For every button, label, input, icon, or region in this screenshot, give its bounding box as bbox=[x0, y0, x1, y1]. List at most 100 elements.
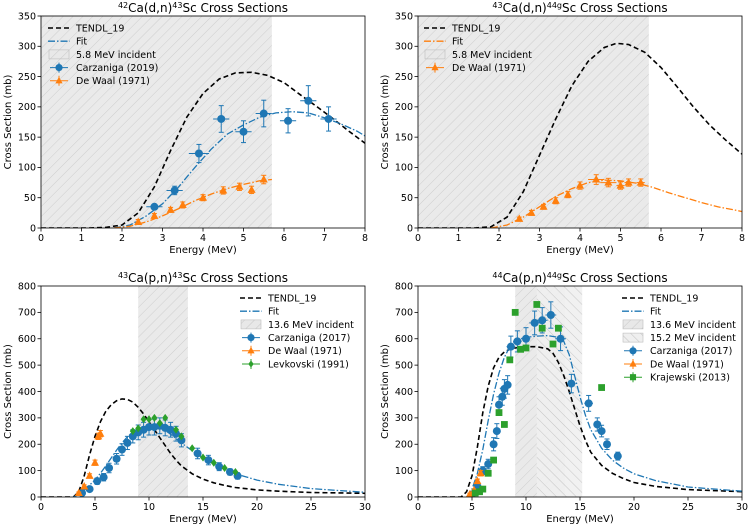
y-tick-label: 100 bbox=[18, 163, 36, 174]
data-point bbox=[221, 463, 228, 472]
y-tick-label: 0 bbox=[30, 223, 36, 234]
x-tick-label: 30 bbox=[359, 502, 371, 513]
x-tick-label: 10 bbox=[143, 502, 155, 513]
x-tick-label: 30 bbox=[736, 502, 748, 513]
legend-entry: 15.2 MeV incident bbox=[622, 332, 736, 344]
legend-band-swatch bbox=[424, 49, 446, 60]
tendl-curve bbox=[41, 71, 365, 228]
x-tick-label: 7 bbox=[698, 233, 704, 244]
data-point bbox=[150, 202, 159, 211]
axes-frame bbox=[40, 285, 366, 498]
y-tick-label: 250 bbox=[18, 72, 36, 83]
data-point bbox=[538, 316, 547, 325]
legend-entry: TENDL_19 bbox=[48, 23, 124, 34]
title-text: Ca(d,n) bbox=[128, 1, 172, 15]
legend-entry: Levkovski (1991) bbox=[242, 359, 349, 370]
legend-entry: De Waal (1971) bbox=[50, 75, 150, 87]
data-point bbox=[603, 440, 611, 449]
data-point bbox=[563, 190, 572, 198]
legend-label: 13.6 MeV incident bbox=[268, 320, 354, 331]
plot-area bbox=[418, 16, 742, 228]
title-superscript: 42 bbox=[118, 1, 128, 10]
x-tick-label: 1 bbox=[455, 233, 461, 244]
data-point bbox=[613, 452, 622, 461]
title-superscript: 43 bbox=[172, 1, 182, 10]
data-point bbox=[200, 453, 206, 462]
x-tick-label: 4 bbox=[577, 233, 583, 244]
y-tick-label: 0 bbox=[407, 223, 413, 234]
y-tick-label: 300 bbox=[18, 413, 36, 424]
data-point bbox=[259, 175, 268, 183]
legend-entry: Fit bbox=[240, 307, 279, 318]
legend-marker-swatch bbox=[629, 359, 637, 367]
legend-band-swatch bbox=[48, 49, 70, 60]
chart-title: 43Ca(p,n)43Sc Cross Sections bbox=[118, 271, 288, 286]
chart-title: 42Ca(d,n)43Sc Cross Sections bbox=[118, 1, 288, 16]
title-text: Ca(d,n) bbox=[503, 1, 547, 15]
legend-entry: De Waal (1971) bbox=[624, 359, 724, 370]
x-tick-label: 8 bbox=[362, 233, 368, 244]
x-tick-label: 2 bbox=[119, 233, 125, 244]
data-point bbox=[247, 185, 256, 193]
y-tick-label: 0 bbox=[30, 492, 36, 503]
data-point bbox=[490, 456, 497, 464]
x-tick-label: 25 bbox=[305, 502, 317, 513]
y-tick-label: 400 bbox=[395, 387, 413, 398]
y-axis-label: Cross Section (mb) bbox=[380, 75, 391, 170]
series-carzaniga-2017 bbox=[78, 417, 242, 497]
x-axis-label: Energy (MeV) bbox=[169, 514, 237, 525]
legend: TENDL_19 Fit 5.8 MeV incident De Waal (1971… bbox=[424, 23, 532, 74]
data-point bbox=[517, 345, 524, 353]
data-point bbox=[616, 181, 625, 189]
fit-curve bbox=[466, 334, 742, 497]
y-tick-label: 100 bbox=[395, 163, 413, 174]
x-tick-label: 0 bbox=[415, 502, 421, 513]
legend-label: De Waal (1971) bbox=[268, 346, 342, 357]
data-point bbox=[506, 356, 514, 364]
legend-entry: TENDL_19 bbox=[240, 293, 316, 304]
y-tick-label: 200 bbox=[395, 440, 413, 451]
legend-label: Fit bbox=[268, 307, 279, 318]
legend-label: Levkovski (1991) bbox=[268, 359, 349, 370]
legend-band-swatch bbox=[622, 319, 644, 330]
x-tick-label: 2 bbox=[496, 233, 502, 244]
legend-entry: Fit bbox=[48, 37, 87, 48]
data-point bbox=[515, 214, 524, 222]
y-tick-label: 600 bbox=[18, 334, 36, 345]
y-tick-label: 200 bbox=[395, 102, 413, 113]
data-point bbox=[96, 429, 105, 437]
data-point bbox=[530, 318, 539, 327]
legend-label: Fit bbox=[650, 307, 661, 318]
data-point bbox=[99, 473, 108, 482]
y-tick-label: 200 bbox=[18, 440, 36, 451]
y-tick-label: 350 bbox=[18, 11, 36, 22]
data-point bbox=[503, 380, 512, 389]
y-tick-label: 300 bbox=[18, 42, 36, 53]
data-point bbox=[538, 324, 546, 332]
legend-entry: De Waal (1971) bbox=[242, 345, 342, 357]
data-point bbox=[193, 449, 202, 458]
legend-entry: TENDL_19 bbox=[424, 23, 500, 34]
tendl-curve bbox=[418, 42, 742, 228]
legend-marker-swatch bbox=[629, 347, 637, 355]
data-point bbox=[495, 409, 503, 416]
y-axis-label: Cross Section (mb) bbox=[380, 344, 391, 439]
data-point bbox=[74, 488, 83, 497]
legend-entry: Carzaniga (2019) bbox=[50, 62, 158, 74]
data-point bbox=[210, 458, 217, 467]
x-tick-label: 5 bbox=[617, 233, 623, 244]
data-point bbox=[304, 96, 313, 105]
legend-entry: Krajewski (2013) bbox=[624, 372, 730, 384]
legend-entry: Carzaniga (2017) bbox=[624, 345, 732, 357]
legend-marker-swatch bbox=[55, 76, 63, 84]
legend-label: TENDL_19 bbox=[649, 293, 698, 304]
x-tick-label: 10 bbox=[520, 502, 532, 513]
legend-label: 5.8 MeV incident bbox=[452, 50, 532, 61]
legend-label: Carzaniga (2019) bbox=[76, 63, 158, 74]
title-superscript: 43 bbox=[172, 271, 182, 280]
legend-band-swatch bbox=[622, 332, 644, 343]
x-tick-label: 3 bbox=[159, 233, 165, 244]
plot-area bbox=[41, 286, 365, 497]
legend-label: Carzaniga (2017) bbox=[650, 346, 732, 357]
legend-label: Fit bbox=[76, 37, 87, 48]
